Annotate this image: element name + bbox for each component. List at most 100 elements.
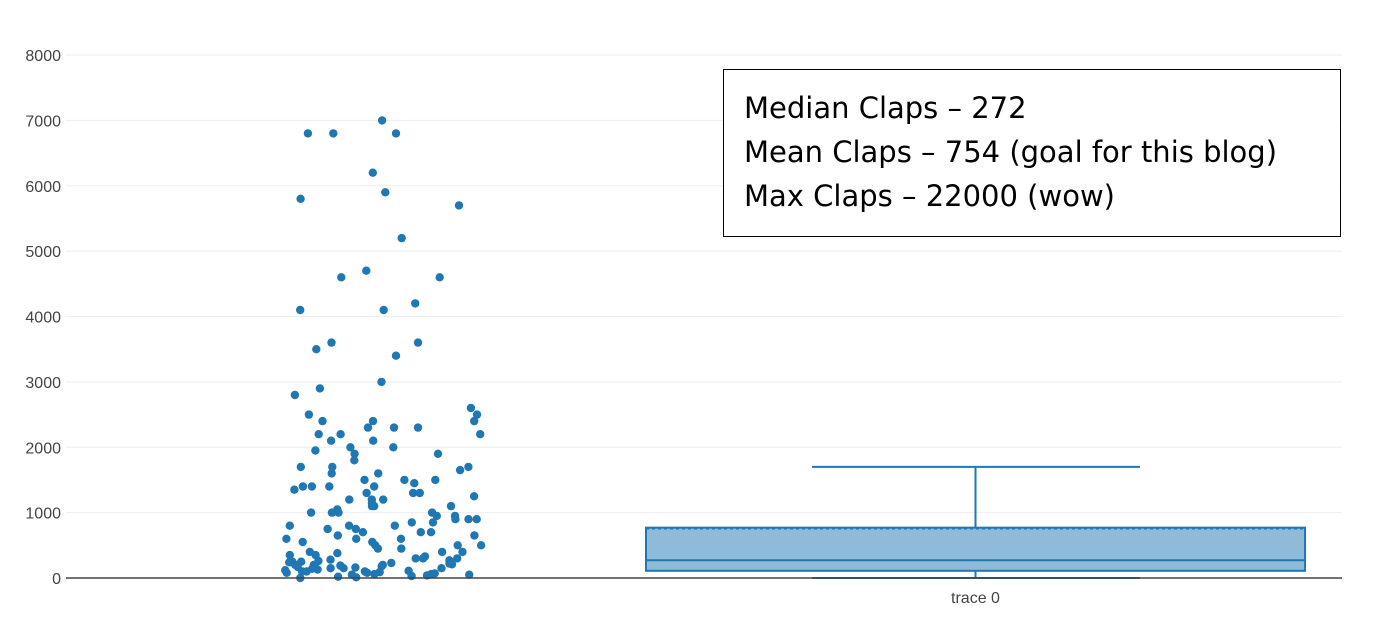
- y-tick-label-0: 0: [52, 571, 61, 588]
- data-point: [476, 541, 486, 550]
- annotation-box: Median Claps – 272 Mean Claps – 754 (goa…: [723, 69, 1341, 237]
- data-point: [327, 469, 336, 478]
- box-trace-0: [645, 465, 1306, 579]
- annotation-median: Median Claps – 272: [744, 91, 1027, 125]
- data-point: [370, 569, 379, 579]
- data-point: [315, 384, 325, 393]
- data-point: [377, 116, 387, 125]
- y-gridlines: [66, 54, 1342, 514]
- data-point: [391, 129, 401, 138]
- data-point: [290, 485, 299, 494]
- data-point: [345, 495, 354, 504]
- data-point: [396, 534, 406, 543]
- data-point: [464, 515, 473, 524]
- data-point: [327, 508, 337, 517]
- data-point: [451, 515, 460, 524]
- data-point: [433, 449, 443, 458]
- data-point: [437, 547, 447, 557]
- data-point: [318, 416, 327, 426]
- data-point: [469, 492, 479, 501]
- data-point: [464, 462, 473, 472]
- data-point: [400, 475, 409, 485]
- data-point: [312, 345, 321, 354]
- data-point: [336, 430, 345, 439]
- data-point: [304, 410, 314, 419]
- data-point: [408, 488, 418, 498]
- data-point: [476, 430, 485, 439]
- data-point: [298, 537, 307, 547]
- data-point: [377, 377, 386, 387]
- data-point: [370, 482, 379, 491]
- data-point: [455, 465, 465, 475]
- data-point: [446, 501, 456, 511]
- data-point: [454, 201, 464, 210]
- data-point: [360, 475, 369, 485]
- data-point: [447, 560, 457, 569]
- data-point: [362, 488, 371, 498]
- y-tick-label-2000: 2000: [25, 440, 61, 457]
- data-point: [282, 534, 291, 543]
- data-point: [387, 558, 396, 568]
- data-point: [323, 524, 332, 534]
- data-point: [285, 521, 294, 530]
- data-point: [368, 168, 377, 177]
- data-point: [326, 436, 336, 445]
- data-point: [453, 554, 462, 563]
- data-point: [472, 410, 482, 419]
- data-point: [334, 508, 343, 517]
- data-point: [432, 511, 441, 521]
- annotation-max: Max Claps – 22000 (wow): [744, 179, 1115, 213]
- data-point: [411, 554, 420, 563]
- data-point: [397, 233, 406, 243]
- data-point: [311, 446, 320, 455]
- data-point: [282, 568, 291, 577]
- data-point: [389, 443, 398, 452]
- y-tick-label-3000: 3000: [25, 375, 61, 392]
- data-point: [418, 554, 428, 563]
- data-point: [470, 416, 479, 426]
- data-point: [391, 351, 401, 360]
- data-point: [306, 508, 316, 517]
- data-point: [373, 544, 383, 553]
- data-point: [285, 550, 294, 560]
- data-point: [298, 482, 308, 491]
- y-tick-label-4000: 4000: [25, 310, 61, 327]
- annotation-mean: Mean Claps – 754 (goal for this blog): [744, 135, 1278, 169]
- data-point: [362, 266, 371, 275]
- y-tick-label-1000: 1000: [25, 506, 61, 523]
- data-point: [437, 564, 446, 573]
- data-point: [407, 518, 416, 527]
- box-iqr: [645, 526, 1306, 572]
- data-point: [379, 495, 388, 504]
- data-point: [465, 570, 474, 579]
- y-tick-label-8000: 8000: [25, 48, 61, 65]
- jitter-points: [281, 116, 486, 583]
- data-point: [358, 528, 368, 537]
- data-point: [350, 449, 359, 458]
- data-point: [416, 528, 425, 537]
- data-point: [344, 521, 354, 530]
- data-point: [296, 194, 305, 203]
- data-point: [397, 544, 406, 553]
- data-point: [303, 129, 313, 138]
- data-point: [458, 547, 467, 557]
- data-point: [346, 443, 355, 452]
- data-point: [351, 524, 360, 534]
- data-point: [381, 188, 390, 197]
- data-point: [413, 338, 423, 347]
- data-point: [314, 430, 323, 439]
- data-point: [369, 436, 378, 445]
- data-point: [470, 531, 479, 540]
- data-point: [472, 515, 481, 524]
- data-point: [368, 416, 378, 426]
- data-point: [363, 423, 373, 432]
- data-point: [296, 305, 305, 315]
- data-point: [307, 482, 317, 491]
- data-point: [333, 572, 343, 581]
- data-point: [328, 462, 337, 472]
- data-point: [411, 299, 420, 308]
- data-point: [374, 469, 383, 478]
- data-point: [313, 565, 322, 574]
- data-point: [325, 482, 334, 491]
